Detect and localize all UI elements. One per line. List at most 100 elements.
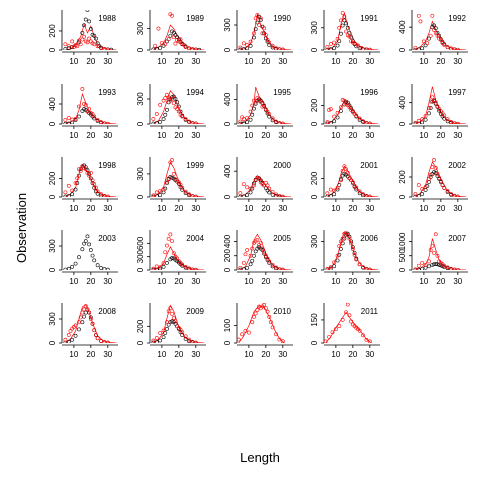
predicted-point bbox=[240, 332, 244, 337]
y-tick-label: 0 bbox=[223, 267, 232, 272]
predicted-point bbox=[423, 185, 428, 189]
observed-point bbox=[332, 46, 337, 50]
predicted-point bbox=[342, 14, 347, 19]
predicted-point bbox=[180, 330, 185, 335]
predicted-point bbox=[175, 107, 180, 111]
predicted-point bbox=[335, 253, 340, 258]
predicted-point bbox=[252, 183, 256, 188]
predicted-point bbox=[357, 116, 362, 121]
observed-point bbox=[337, 183, 342, 187]
observed-point bbox=[77, 255, 81, 260]
observed-point bbox=[77, 173, 81, 178]
predicted-point bbox=[435, 172, 440, 176]
observed-point bbox=[332, 264, 337, 269]
observed-point bbox=[433, 262, 438, 266]
y-tick-label: 500 bbox=[398, 248, 407, 262]
predicted-point bbox=[420, 187, 425, 191]
observed-point bbox=[88, 315, 93, 320]
facet-panel: 10 20 30 0 200 2001 bbox=[310, 157, 380, 213]
predicted-point bbox=[328, 107, 333, 112]
x-tick-label: 10 bbox=[331, 131, 340, 140]
observed-point bbox=[420, 46, 425, 50]
predicted-point bbox=[248, 253, 253, 258]
observed-point bbox=[82, 314, 86, 319]
predicted-point bbox=[445, 189, 450, 193]
y-tick-label: 1000 bbox=[398, 232, 407, 250]
predicted-point bbox=[325, 191, 330, 196]
x-tick-label: 30 bbox=[278, 57, 287, 66]
predicted-point bbox=[163, 42, 168, 47]
observed-point bbox=[99, 266, 103, 270]
predicted-point bbox=[421, 39, 426, 44]
predicted-point bbox=[183, 117, 188, 121]
predicted-point bbox=[252, 315, 256, 319]
x-tick-label: 30 bbox=[103, 131, 112, 140]
predicted-point bbox=[274, 46, 278, 50]
y-tick-label: 200 bbox=[223, 248, 232, 262]
predicted-point bbox=[166, 309, 171, 314]
observed-point bbox=[83, 17, 88, 22]
observed-point bbox=[344, 21, 348, 26]
y-tick-label: 200 bbox=[48, 24, 57, 38]
observed-point bbox=[158, 266, 163, 270]
predicted-point bbox=[455, 121, 460, 124]
predicted-point bbox=[432, 158, 436, 162]
observed-point bbox=[438, 111, 443, 116]
predicted-point bbox=[442, 42, 447, 47]
observed-point bbox=[357, 46, 362, 50]
predicted-point bbox=[94, 333, 98, 337]
facet-panel: 10 20 30 0 200 1998 bbox=[48, 157, 118, 213]
observed-point bbox=[82, 23, 86, 28]
predicted-point bbox=[85, 307, 90, 312]
predicted-point bbox=[245, 43, 250, 47]
predicted-point bbox=[433, 100, 438, 105]
predicted-point bbox=[274, 332, 278, 337]
observed-point bbox=[165, 260, 169, 265]
x-tick-label: 10 bbox=[157, 277, 166, 286]
observed-point bbox=[73, 261, 78, 266]
predicted-point bbox=[170, 158, 174, 162]
x-tick-label: 10 bbox=[69, 57, 78, 66]
predicted-point bbox=[427, 259, 431, 264]
predicted-point bbox=[367, 194, 372, 197]
predicted-point bbox=[158, 265, 163, 270]
predicted-point bbox=[250, 320, 255, 325]
predicted-point bbox=[90, 321, 95, 326]
x-tick-label: 10 bbox=[69, 350, 78, 359]
predicted-point bbox=[75, 44, 80, 49]
y-tick-label: 0 bbox=[310, 194, 319, 199]
observed-point bbox=[253, 249, 258, 254]
observed-point bbox=[241, 47, 246, 50]
predicted-point bbox=[258, 99, 263, 104]
observed-point bbox=[165, 181, 169, 186]
predicted-point bbox=[340, 318, 345, 322]
x-tick-label: 30 bbox=[453, 57, 462, 66]
y-tick-label: 400 bbox=[223, 92, 232, 106]
observed-point bbox=[328, 121, 333, 124]
x-tick-label: 20 bbox=[174, 204, 183, 213]
observed-point bbox=[270, 118, 275, 123]
observed-point bbox=[342, 18, 347, 23]
predicted-point bbox=[238, 45, 243, 50]
predicted-point bbox=[347, 236, 352, 241]
predicted-point bbox=[280, 194, 285, 197]
predicted-point bbox=[248, 39, 253, 44]
facet-year-label: 2003 bbox=[98, 234, 116, 243]
observed-point bbox=[94, 36, 98, 41]
y-tick-label: 100 bbox=[223, 318, 232, 332]
observed-point bbox=[339, 31, 343, 36]
predicted-point bbox=[357, 262, 362, 267]
predicted-point bbox=[270, 263, 275, 267]
observed-point bbox=[245, 120, 250, 124]
predicted-point bbox=[435, 253, 440, 258]
facet-year-label: 1996 bbox=[360, 88, 378, 97]
predicted-point bbox=[433, 30, 438, 35]
predicted-point bbox=[445, 45, 450, 50]
predicted-point bbox=[442, 186, 447, 190]
observed-point bbox=[87, 242, 92, 247]
observed-point bbox=[63, 47, 68, 50]
observed-point bbox=[85, 10, 90, 12]
predicted-point bbox=[170, 239, 174, 244]
x-tick-label: 30 bbox=[453, 277, 462, 286]
